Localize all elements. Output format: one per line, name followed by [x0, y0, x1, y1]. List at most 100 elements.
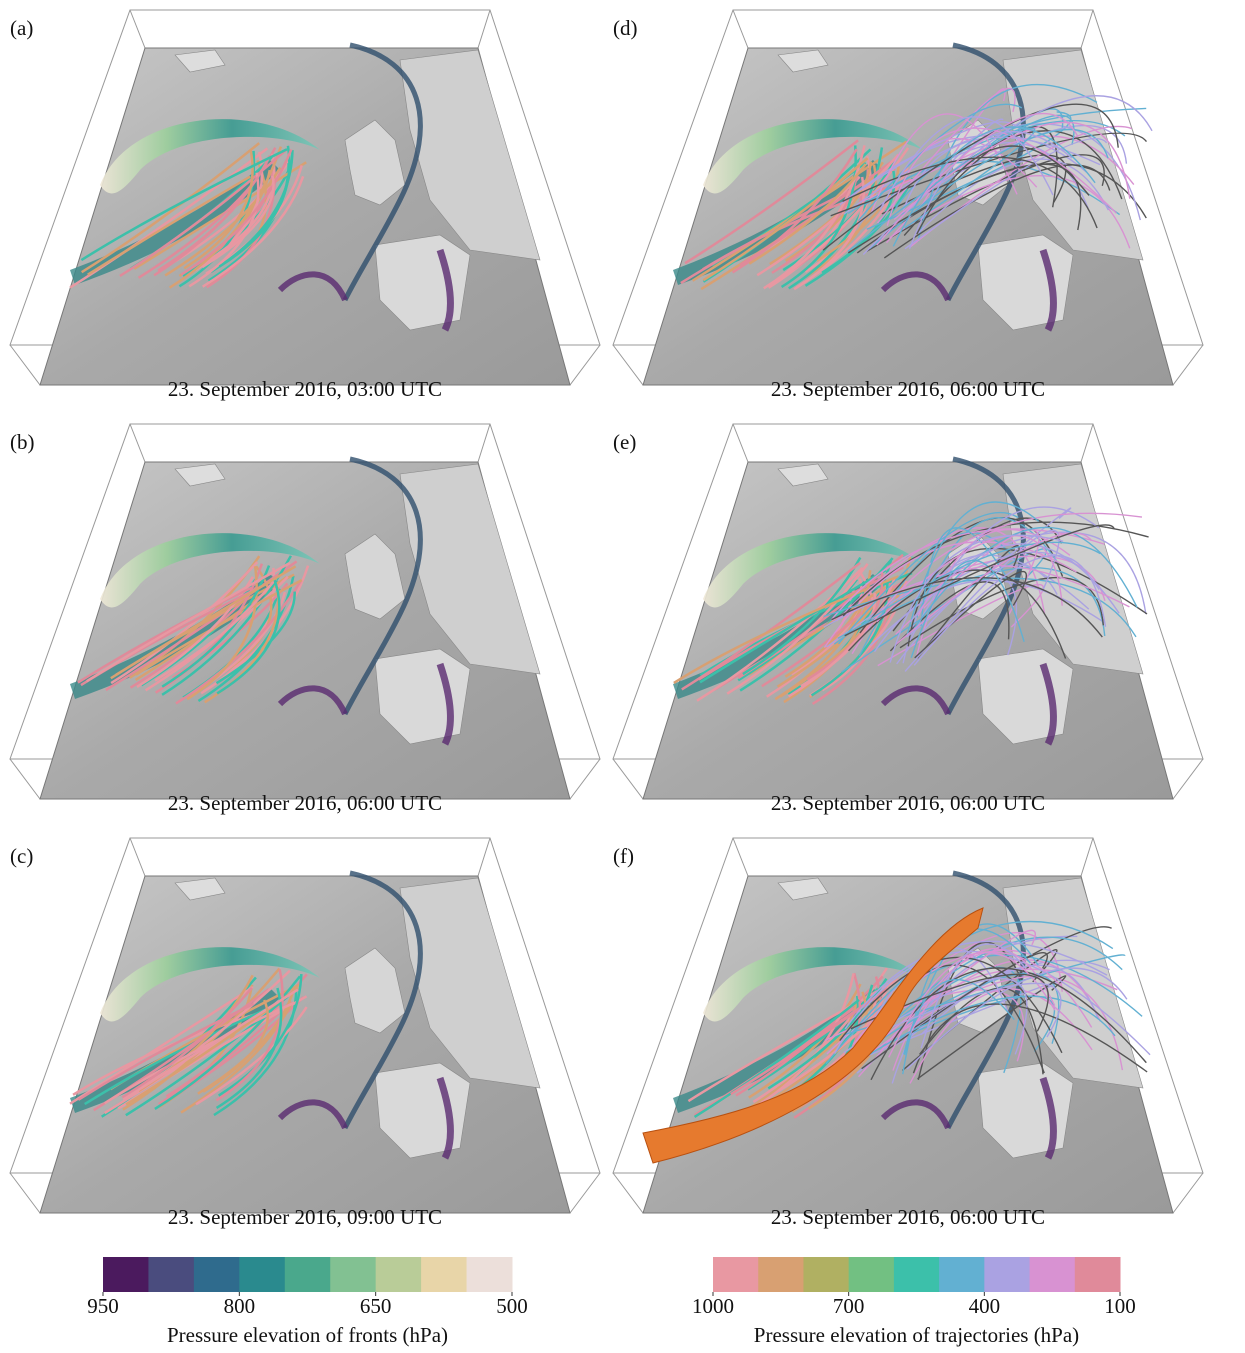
front	[880, 1099, 951, 1130]
trajectory	[857, 141, 1089, 225]
colorbar: 950 800 650 500 Pressure elevation of fronts…	[87, 1257, 528, 1347]
land-uk	[344, 119, 406, 206]
land-uk	[344, 533, 406, 620]
trajectory	[844, 524, 1115, 637]
colorbar-segment	[421, 1257, 468, 1292]
land-iceland	[777, 463, 829, 487]
trajectory	[838, 995, 1116, 1075]
trajectory	[843, 978, 1028, 1055]
front	[342, 456, 423, 716]
trajectory	[218, 145, 291, 268]
front	[1039, 248, 1057, 332]
trajectory	[195, 1006, 308, 1106]
trajectory	[904, 127, 1036, 229]
trajectory	[180, 1001, 294, 1114]
panel-label: (a)	[10, 16, 33, 40]
trajectory	[896, 564, 1058, 665]
panel: (d) 23. September 2016, 06:00 UTC	[612, 9, 1204, 401]
trajectory	[213, 988, 298, 1117]
trajectory	[847, 114, 1075, 252]
trajectory	[84, 1004, 276, 1106]
trajectory	[831, 555, 1106, 622]
trajectory	[883, 164, 1111, 259]
panel-caption: 23. September 2016, 03:00 UTC	[168, 377, 442, 401]
panel-caption: 23. September 2016, 06:00 UTC	[771, 377, 1045, 401]
trajectory	[731, 148, 858, 274]
trajectory	[862, 95, 1153, 255]
trajectory	[80, 148, 288, 262]
trajectory	[202, 175, 305, 288]
trajectories	[673, 501, 1149, 706]
box-outline	[612, 423, 1204, 800]
trajectory	[903, 125, 1058, 236]
trajectory	[825, 954, 1143, 1065]
front	[342, 870, 423, 1130]
trajectory	[748, 585, 887, 676]
panel: (b) 23. September 2016, 06:00 UTC	[9, 423, 601, 815]
trajectory	[691, 140, 908, 282]
panel: (c) 23. September 2016, 09:00 UTC	[9, 837, 601, 1229]
colorbar-segment	[330, 1257, 377, 1292]
colorbar-segment	[466, 1257, 513, 1292]
trajectory	[780, 145, 857, 289]
colorbar-tick-label: 700	[833, 1294, 865, 1318]
colorbar-segment	[1029, 1257, 1076, 1292]
colorbar-segment	[375, 1257, 422, 1292]
trajectory	[684, 139, 859, 265]
trajectory	[767, 977, 888, 1090]
trajectories	[77, 555, 310, 705]
front	[703, 119, 923, 194]
front	[100, 947, 320, 1022]
trajectory	[841, 548, 1048, 673]
panel-label: (e)	[613, 430, 636, 454]
trajectory	[839, 134, 1087, 206]
box-outline	[612, 9, 1204, 386]
colorbar-tick-label: 400	[969, 1294, 1001, 1318]
trajectory	[816, 163, 900, 262]
colorbar-segment	[284, 1257, 331, 1292]
colorbar-segment	[713, 1257, 759, 1292]
trajectory	[673, 575, 900, 684]
trajectory	[202, 999, 269, 1093]
trajectory	[693, 998, 860, 1118]
trajectory	[870, 967, 1147, 1081]
front	[70, 574, 280, 699]
trajectory	[844, 940, 1108, 1030]
panel-caption: 23. September 2016, 06:00 UTC	[771, 1205, 1045, 1229]
trajectory	[910, 559, 1025, 658]
panel-caption: 23. September 2016, 06:00 UTC	[168, 791, 442, 815]
land-iceland	[174, 463, 226, 487]
trajectory	[895, 532, 1093, 646]
front	[673, 988, 883, 1113]
panel-label: (c)	[10, 844, 33, 868]
colorbar-segment	[193, 1257, 240, 1292]
front	[436, 1076, 454, 1160]
panel-caption: 23. September 2016, 09:00 UTC	[168, 1205, 442, 1229]
colorbar-segment	[803, 1257, 850, 1292]
trajectory	[850, 973, 1049, 1032]
front	[945, 42, 1026, 302]
trajectory	[135, 579, 303, 676]
colorbar-tick-label: 100	[1104, 1294, 1136, 1318]
front	[436, 662, 454, 746]
trajectory	[876, 112, 1079, 246]
trajectory	[137, 176, 260, 279]
colorbar-segment	[148, 1257, 195, 1292]
front	[1039, 1076, 1057, 1160]
trajectory	[122, 988, 299, 1101]
trajectory	[144, 578, 277, 692]
trajectory	[69, 147, 269, 289]
trajectory	[218, 974, 303, 1097]
trajectory	[833, 541, 1101, 645]
trajectory	[169, 146, 283, 289]
land-europe	[399, 877, 541, 1089]
trajectory	[902, 136, 1101, 211]
colorbar-title: Pressure elevation of trajectories (hPa)	[754, 1323, 1079, 1347]
colorbar-title: Pressure elevation of fronts (hPa)	[167, 1323, 448, 1347]
colorbar: 1000 700 400 100 Pressure elevation of traje…	[692, 1257, 1136, 1347]
trajectory	[869, 128, 1109, 250]
trajectory	[917, 84, 1098, 243]
front	[880, 271, 951, 302]
panel-label: (b)	[10, 430, 35, 454]
